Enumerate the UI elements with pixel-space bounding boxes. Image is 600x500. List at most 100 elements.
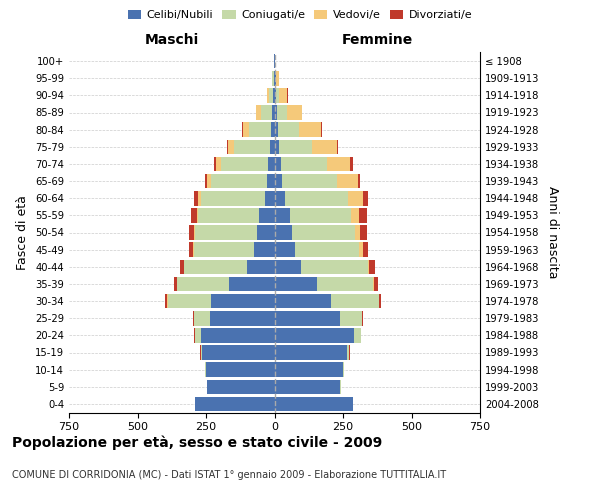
Bar [195,396,275,411]
Bar [214,156,215,171]
Bar [355,225,360,240]
Bar [167,294,211,308]
Bar [205,174,207,188]
Bar [249,122,271,137]
Bar [211,294,275,308]
Bar [229,140,234,154]
Bar [275,311,340,326]
Bar [200,328,275,342]
Bar [275,294,331,308]
Bar [200,345,202,360]
Bar [295,242,359,257]
Bar [194,311,210,326]
Bar [269,140,275,154]
Y-axis label: Anni di nascita: Anni di nascita [546,186,559,279]
Bar [278,122,299,137]
Bar [195,328,200,342]
Bar [337,174,358,188]
Bar [281,156,327,171]
Bar [275,174,282,188]
Bar [242,122,243,137]
Text: COMUNE DI CORRIDONIA (MC) - Dati ISTAT 1° gennaio 2009 - Elaborazione TUTTITALIA: COMUNE DI CORRIDONIA (MC) - Dati ISTAT 1… [12,470,446,480]
Bar [287,105,302,120]
Bar [177,276,229,291]
Bar [340,311,362,326]
Y-axis label: Fasce di età: Fasce di età [16,195,29,270]
Bar [359,242,363,257]
Bar [165,294,167,308]
Bar [272,105,275,120]
Bar [360,225,367,240]
Bar [363,191,368,206]
Bar [206,362,275,377]
Bar [282,174,337,188]
Bar [200,191,265,206]
Bar [275,208,290,222]
Bar [275,362,343,377]
Bar [277,105,287,120]
Bar [373,276,374,291]
Bar [275,345,347,360]
Bar [285,191,348,206]
Bar [272,71,274,86]
Bar [370,260,376,274]
Bar [221,156,268,171]
Bar [290,208,351,222]
Bar [229,276,275,291]
Bar [273,88,275,102]
Bar [227,140,229,154]
Bar [267,88,269,102]
Bar [194,225,195,240]
Bar [275,88,276,102]
Bar [215,156,221,171]
Bar [207,174,211,188]
Bar [271,122,275,137]
Text: Femmine: Femmine [341,34,413,48]
Bar [348,191,363,206]
Bar [363,242,368,257]
Bar [189,225,194,240]
Bar [202,345,275,360]
Bar [274,71,275,86]
Bar [173,276,177,291]
Bar [359,208,367,222]
Bar [194,191,199,206]
Bar [317,276,373,291]
Bar [275,191,285,206]
Bar [275,242,295,257]
Bar [292,225,355,240]
Bar [275,122,278,137]
Bar [358,174,360,188]
Bar [350,156,353,171]
Bar [257,225,275,240]
Bar [254,242,275,257]
Bar [265,191,275,206]
Bar [275,328,354,342]
Bar [276,88,279,102]
Bar [343,362,344,377]
Bar [327,156,350,171]
Bar [275,260,301,274]
Bar [351,208,359,222]
Text: Maschi: Maschi [145,34,199,48]
Bar [347,345,349,360]
Bar [299,122,321,137]
Bar [198,208,259,222]
Bar [193,311,194,326]
Bar [256,105,262,120]
Bar [275,105,277,120]
Bar [184,260,247,274]
Bar [354,328,361,342]
Bar [313,140,337,154]
Bar [331,294,379,308]
Bar [189,242,193,257]
Bar [275,71,277,86]
Bar [259,208,275,222]
Bar [275,225,292,240]
Bar [191,208,197,222]
Bar [211,174,267,188]
Bar [210,311,275,326]
Legend: Celibi/Nubili, Coniugati/e, Vedovi/e, Divorziati/e: Celibi/Nubili, Coniugati/e, Vedovi/e, Di… [124,6,476,25]
Bar [368,260,370,274]
Bar [262,105,272,120]
